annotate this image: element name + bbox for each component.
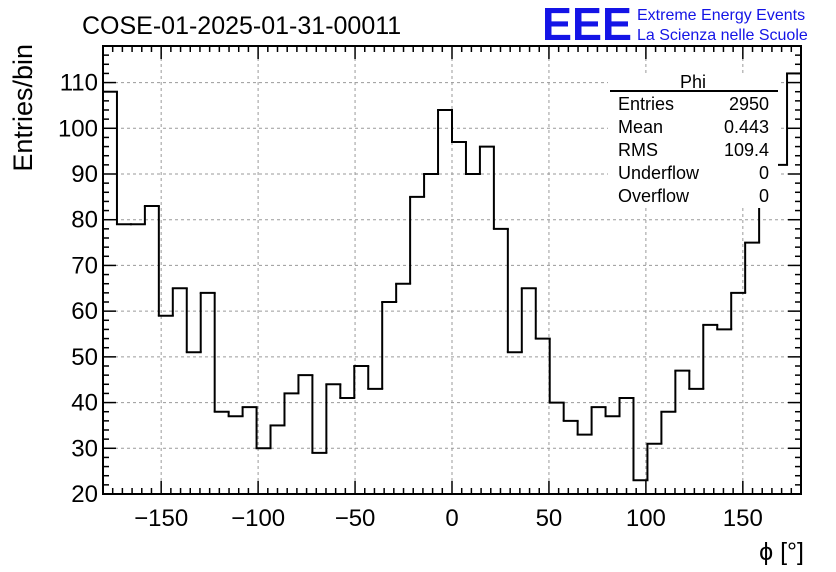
x-tick-label: −100 xyxy=(231,505,285,532)
y-tick-label: 60 xyxy=(71,298,98,325)
tick-labels: −150 −100 −50 0 50 100 150 20 30 40 50 60 70 80 90 100 1… xyxy=(58,70,763,532)
eee-logo-mark: EEE xyxy=(542,0,632,50)
logo-line-1: Extreme Energy Events xyxy=(637,7,805,24)
stats-box-background xyxy=(608,76,778,208)
y-tick-label: 50 xyxy=(71,344,98,371)
stats-row-label: Underflow xyxy=(618,163,700,183)
stats-rows: Entries 2950 Mean 0.443 RMS 109.4 Underflow 0 Ov… xyxy=(618,94,769,206)
stats-row-label: RMS xyxy=(618,140,658,160)
y-tick-label: 20 xyxy=(71,481,98,508)
x-axis-label: ϕ [°] xyxy=(759,538,804,566)
histogram-series xyxy=(102,72,802,482)
logo-line-2: La Scienza nelle Scuole xyxy=(637,27,808,44)
x-tick-label: 0 xyxy=(445,505,458,532)
eee-logo: EEE Extreme Energy Events La Scienza nel… xyxy=(542,0,808,50)
x-tick-label: −50 xyxy=(335,505,376,532)
chart-title: COSE-01-2025-01-31-00011 xyxy=(82,12,401,40)
x-tick-label: 50 xyxy=(536,505,563,532)
stats-row-value: 2950 xyxy=(729,94,769,114)
y-tick-label: 30 xyxy=(71,435,98,462)
stats-row-label: Overflow xyxy=(618,186,690,206)
stats-row-value: 0 xyxy=(759,163,769,183)
stats-row-value: 0.443 xyxy=(724,117,769,137)
y-tick-label: 110 xyxy=(60,70,98,97)
stats-row-value: 109.4 xyxy=(724,140,769,160)
y-tick-label: 70 xyxy=(71,252,98,279)
y-tick-label: 100 xyxy=(58,115,98,142)
stats-box: Phi Entries 2950 Mean 0.443 RMS 109.4 Underflo… xyxy=(608,72,778,208)
stats-row-label: Mean xyxy=(618,117,663,137)
stats-row-label: Entries xyxy=(618,94,674,114)
stats-row-value: 0 xyxy=(759,186,769,206)
stats-title: Phi xyxy=(680,72,706,92)
x-tick-label: 100 xyxy=(626,505,666,532)
x-tick-label: 150 xyxy=(723,505,763,532)
y-axis-label: Entries/bin xyxy=(8,44,38,172)
y-tick-label: 80 xyxy=(71,207,98,234)
x-tick-label: −150 xyxy=(134,505,188,532)
plot-frame xyxy=(102,45,802,495)
y-tick-label: 90 xyxy=(71,161,98,188)
y-tick-label: 40 xyxy=(71,390,98,417)
